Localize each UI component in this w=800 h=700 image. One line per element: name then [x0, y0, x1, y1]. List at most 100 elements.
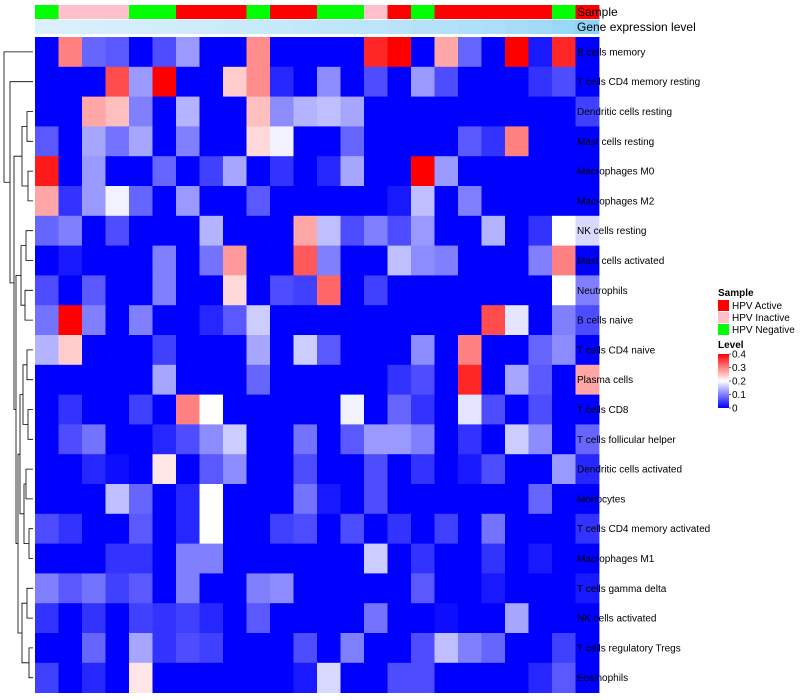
heatmap-cell — [129, 633, 153, 664]
heatmap-cell — [387, 543, 412, 574]
expression-annotation-cell — [434, 20, 459, 34]
heatmap-cell — [575, 275, 600, 306]
heatmap-cell — [434, 305, 459, 336]
heatmap-cell — [575, 543, 600, 574]
heatmap-cell — [364, 484, 388, 515]
heatmap-cell — [481, 305, 506, 336]
heatmap-cell — [82, 305, 106, 336]
sample-annotation-cell — [528, 5, 553, 19]
dendrogram-branch — [25, 230, 33, 261]
heatmap-cell — [129, 37, 153, 68]
heatmap-cell — [458, 513, 482, 544]
heatmap-cell — [152, 543, 177, 574]
heatmap-cell — [411, 364, 435, 395]
heatmap-cell — [340, 543, 365, 574]
heatmap-cell — [58, 662, 83, 693]
heatmap-cell — [505, 186, 529, 217]
sample-annotation-cell — [505, 5, 529, 19]
heatmap-cell — [411, 543, 435, 574]
heatmap-cell — [58, 96, 83, 127]
heatmap-cell — [317, 305, 341, 336]
heatmap-cell — [105, 335, 130, 366]
heatmap-cell — [505, 126, 529, 157]
heatmap-cell — [176, 245, 200, 276]
heatmap-cell — [387, 633, 412, 664]
heatmap-cell — [364, 215, 388, 246]
heatmap-cell — [293, 513, 318, 544]
heatmap-cell — [340, 424, 365, 455]
heatmap-cell — [340, 126, 365, 157]
heatmap-cell — [505, 662, 529, 693]
heatmap-cell — [105, 484, 130, 515]
sample-annotation-cell — [481, 5, 506, 19]
heatmap-cell — [481, 454, 506, 485]
heatmap-cell — [411, 603, 435, 634]
heatmap-cell — [199, 454, 224, 485]
heatmap-cell — [505, 364, 529, 395]
heatmap-cell — [105, 633, 130, 664]
heatmap-cell — [340, 37, 365, 68]
heatmap-cell — [552, 603, 576, 634]
heatmap-cell — [152, 513, 177, 544]
expression-annotation-cell — [82, 20, 106, 34]
heatmap-cell — [176, 484, 200, 515]
heatmap-cell — [528, 662, 553, 693]
heatmap-cell — [58, 454, 83, 485]
heatmap-cell — [481, 66, 506, 97]
heatmap-cell — [458, 186, 482, 217]
heatmap-cell — [364, 245, 388, 276]
heatmap-cell — [387, 156, 412, 187]
heatmap-cell — [270, 335, 294, 366]
heatmap-cell — [317, 126, 341, 157]
heatmap-cell — [246, 66, 271, 97]
heatmap-cell — [35, 484, 59, 515]
expression-annotation-cell — [105, 20, 130, 34]
heatmap-cell — [82, 126, 106, 157]
heatmap-cell — [293, 96, 318, 127]
heatmap-cell — [317, 215, 341, 246]
heatmap-cell — [317, 364, 341, 395]
heatmap-cell — [199, 66, 224, 97]
dendrogram-branch — [28, 647, 33, 679]
dendrogram-branch — [26, 587, 33, 619]
heatmap-cell — [364, 37, 388, 68]
heatmap-cell — [270, 245, 294, 276]
heatmap-cell — [246, 305, 271, 336]
heatmap-cell — [223, 37, 247, 68]
heatmap-cell — [528, 156, 553, 187]
dendrogram-branch — [3, 51, 33, 183]
heatmap-cell — [199, 96, 224, 127]
heatmap-cell — [411, 215, 435, 246]
heatmap-cell — [293, 245, 318, 276]
heatmap-cell — [293, 37, 318, 68]
heatmap-cell — [411, 305, 435, 336]
heatmap-cell — [58, 66, 83, 97]
heatmap-cell — [364, 573, 388, 604]
heatmap-cell — [176, 364, 200, 395]
heatmap-cell — [387, 513, 412, 544]
heatmap-cell — [505, 275, 529, 306]
heatmap-cell — [199, 543, 224, 574]
heatmap-cell — [129, 573, 153, 604]
heatmap-cell — [387, 96, 412, 127]
dendrogram-branch — [23, 483, 29, 544]
heatmap-cell — [317, 394, 341, 425]
heatmap-cell — [223, 275, 247, 306]
heatmap-cell — [152, 245, 177, 276]
expression-annotation-cell — [176, 20, 200, 34]
heatmap-cell — [481, 156, 506, 187]
heatmap-cell — [105, 573, 130, 604]
heatmap-cell — [199, 513, 224, 544]
dendrogram-branch — [27, 409, 33, 440]
heatmap-cell — [528, 186, 553, 217]
heatmap-cell — [434, 364, 459, 395]
heatmap-cell — [176, 424, 200, 455]
sample-legend-label: HPV Inactive — [732, 313, 790, 324]
sample-legend-label: HPV Active — [732, 301, 782, 312]
heatmap-cell — [176, 513, 200, 544]
heatmap-cell — [293, 662, 318, 693]
heatmap-cell — [481, 603, 506, 634]
heatmap-cell — [317, 424, 341, 455]
heatmap-cell — [35, 96, 59, 127]
